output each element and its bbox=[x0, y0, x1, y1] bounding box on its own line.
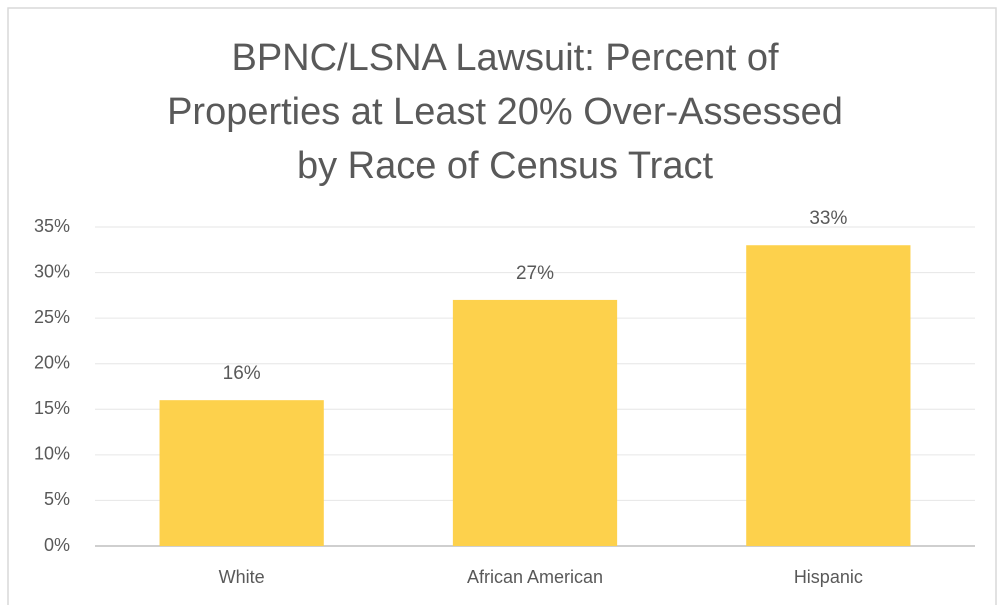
y-tick-label: 30% bbox=[34, 261, 70, 281]
chart-title: by Race of Census Tract bbox=[297, 145, 714, 187]
x-tick-label: African American bbox=[467, 567, 603, 587]
y-tick-label: 0% bbox=[44, 535, 70, 555]
x-tick-label: Hispanic bbox=[794, 567, 863, 587]
data-label: 33% bbox=[809, 208, 847, 229]
chart-title: BPNC/LSNA Lawsuit: Percent of bbox=[231, 37, 778, 79]
bar bbox=[452, 299, 618, 546]
y-tick-label: 5% bbox=[44, 489, 70, 509]
y-tick-label: 15% bbox=[34, 398, 70, 418]
x-tick-label: White bbox=[219, 567, 265, 587]
bar bbox=[746, 245, 911, 546]
data-label: 27% bbox=[516, 263, 554, 284]
data-label: 16% bbox=[223, 363, 261, 384]
chart-title: Properties at Least 20% Over-Assessed bbox=[167, 91, 843, 133]
y-tick-label: 35% bbox=[34, 216, 70, 236]
y-tick-label: 25% bbox=[34, 307, 70, 327]
y-tick-label: 10% bbox=[34, 444, 70, 464]
bar bbox=[159, 400, 324, 546]
y-tick-label: 20% bbox=[34, 352, 70, 372]
